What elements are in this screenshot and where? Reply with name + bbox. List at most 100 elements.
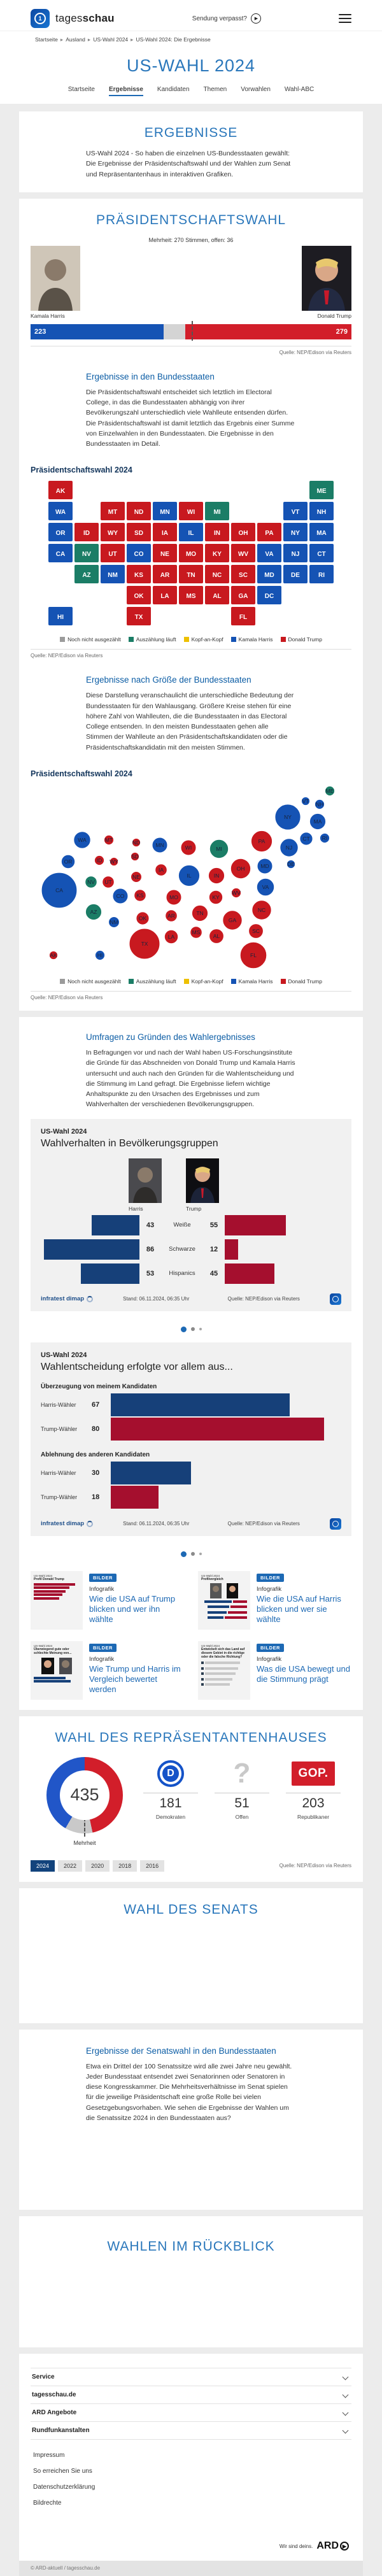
- bubble-VA[interactable]: [256, 878, 275, 897]
- state-tile-DE[interactable]: [283, 565, 308, 584]
- bubble-TX[interactable]: [129, 928, 160, 960]
- bubble-ND[interactable]: [131, 837, 141, 848]
- footer-accordion-tagesschau-de[interactable]: tagesschau.de: [31, 2386, 351, 2403]
- bubble-MI[interactable]: [209, 839, 229, 859]
- bubble-SC[interactable]: [248, 923, 264, 939]
- teaser-thumbnail[interactable]: US-Wahl 2024 Profil Donald Trump: [31, 1570, 83, 1630]
- breadcrumb-item[interactable]: Startseite: [35, 36, 58, 43]
- state-tile-MT[interactable]: [101, 502, 125, 521]
- state-tile-AR[interactable]: [153, 565, 177, 584]
- bubble-MS[interactable]: [190, 926, 202, 939]
- sendung-verpasst-link[interactable]: Sendung verpasst? ▶: [192, 13, 261, 24]
- state-tile-ME[interactable]: [309, 481, 334, 500]
- bubble-AZ[interactable]: [85, 903, 103, 921]
- teaser-item[interactable]: US-Wahl 2024 Profil Donald Trump BILDER Inf…: [31, 1570, 184, 1630]
- state-tile-NH[interactable]: [309, 502, 334, 521]
- umfragen-heading[interactable]: Umfragen zu Gründen des Wahlergebnisses: [86, 1032, 255, 1042]
- footer-link-bildrechte[interactable]: Bildrechte: [33, 2500, 62, 2507]
- teaser-title[interactable]: Was die USA bewegt und die Stimmung präg…: [257, 1663, 350, 1684]
- bubble-VT[interactable]: [301, 796, 311, 806]
- bubble-NV[interactable]: [85, 876, 97, 888]
- bubble-OK[interactable]: [136, 911, 150, 925]
- state-tile-WA[interactable]: [48, 502, 73, 521]
- tab-vorwahlen[interactable]: Vorwahlen: [241, 86, 271, 93]
- state-tile-LA[interactable]: [153, 586, 177, 605]
- bubble-ID[interactable]: [94, 855, 105, 866]
- state-tile-NC[interactable]: [205, 565, 229, 584]
- state-tile-FL[interactable]: [231, 607, 255, 626]
- teaser-thumbnail[interactable]: US-Wahl 2024 Entwickelt sich das Land auf…: [198, 1640, 250, 1700]
- state-tile-WY[interactable]: [101, 523, 125, 542]
- state-tile-KS[interactable]: [127, 565, 151, 584]
- bubble-CO[interactable]: [112, 888, 129, 904]
- bubble-NE[interactable]: [131, 871, 142, 883]
- year-button-2016[interactable]: 2016: [140, 1860, 165, 1872]
- state-tile-OK[interactable]: [127, 586, 151, 605]
- teaser-title[interactable]: Wie Trump und Harris im Vergleich bewert…: [89, 1663, 181, 1695]
- footer-accordion-service[interactable]: Service: [31, 2368, 351, 2386]
- electoral-college-bubble-map[interactable]: CA TX FL NY IL PA OH GA NC MI NJ VA WA AZ IN TN MA CO MN MO…: [35, 782, 347, 973]
- tab-ergebnisse[interactable]: Ergebnisse: [109, 86, 143, 96]
- infografik-wahlentscheidung[interactable]: US-Wahl 2024 Wahlentscheidung erfolgte v…: [31, 1342, 351, 1536]
- bubble-LA[interactable]: [164, 929, 179, 944]
- dot-2[interactable]: [190, 1552, 195, 1556]
- play-icon[interactable]: ▶: [250, 13, 261, 24]
- footer-link-datenschutzerkl-rung[interactable]: Datenschutzerklärung: [33, 2484, 96, 2491]
- bubble-WA[interactable]: [73, 831, 91, 849]
- teaser-item[interactable]: US-Wahl 2024 Entwickelt sich das Land auf…: [198, 1640, 351, 1700]
- state-tile-MN[interactable]: [153, 502, 177, 521]
- teaser-thumbnail[interactable]: US-Wahl 2024 Profilvergleich: [198, 1570, 250, 1630]
- state-tile-NM[interactable]: [101, 565, 125, 584]
- bubble-SD[interactable]: [130, 851, 140, 862]
- bubble-OH[interactable]: [230, 858, 251, 879]
- teaser-title[interactable]: Wie die USA auf Harris blicken und wer s…: [257, 1593, 341, 1625]
- year-button-2024[interactable]: 2024: [31, 1860, 55, 1872]
- dot-3[interactable]: [199, 1553, 202, 1556]
- tab-startseite[interactable]: Startseite: [67, 86, 95, 93]
- state-tile-SC[interactable]: [231, 565, 255, 584]
- carousel-dots[interactable]: [31, 1320, 351, 1334]
- state-tile-WV[interactable]: [231, 544, 255, 563]
- footer-accordion-ard-angebote[interactable]: ARD Angebote: [31, 2403, 351, 2421]
- bubble-OR[interactable]: [60, 854, 76, 869]
- state-tile-IL[interactable]: [179, 523, 203, 542]
- state-tile-PA[interactable]: [257, 523, 281, 542]
- bubble-MN[interactable]: [152, 837, 168, 853]
- breadcrumb-item[interactable]: US-Wahl 2024: Die Ergebnisse: [136, 36, 211, 43]
- state-tile-DC[interactable]: [257, 586, 281, 605]
- dot-2[interactable]: [190, 1327, 195, 1332]
- bubble-WV[interactable]: [230, 887, 242, 899]
- bubble-CT[interactable]: [299, 832, 313, 846]
- footer-link-impressum[interactable]: Impressum: [33, 2452, 65, 2459]
- state-tile-IN[interactable]: [205, 523, 229, 542]
- state-tile-NV[interactable]: [74, 544, 99, 563]
- state-tile-NJ[interactable]: [283, 544, 308, 563]
- bubble-HI[interactable]: [94, 950, 106, 961]
- year-button-2022[interactable]: 2022: [58, 1860, 83, 1872]
- tagesschau-logo-text[interactable]: tagesschau: [55, 12, 115, 24]
- state-tile-TN[interactable]: [179, 565, 203, 584]
- state-tile-CO[interactable]: [127, 544, 151, 563]
- year-button-2018[interactable]: 2018: [113, 1860, 138, 1872]
- dot-active[interactable]: [180, 1326, 187, 1332]
- state-tile-NE[interactable]: [153, 544, 177, 563]
- state-tile-HI[interactable]: [48, 607, 73, 626]
- state-tile-CA[interactable]: [48, 544, 73, 563]
- tab-wahl-abc[interactable]: Wahl-ABC: [284, 86, 315, 93]
- teaser-item[interactable]: US-Wahl 2024 Profilvergleich BILDER Infogra…: [198, 1570, 351, 1630]
- carousel-dots[interactable]: [31, 1545, 351, 1558]
- year-button-2020[interactable]: 2020: [85, 1860, 110, 1872]
- state-tile-VA[interactable]: [257, 544, 281, 563]
- infografik-wahlverhalten[interactable]: US-Wahl 2024 Wahlverhalten in Bevölkerun…: [31, 1118, 351, 1311]
- bubble-ME[interactable]: [324, 785, 336, 797]
- bubble-KY[interactable]: [208, 890, 223, 905]
- bubble-NC[interactable]: [251, 900, 272, 920]
- state-tile-WI[interactable]: [179, 502, 203, 521]
- bubble-KS[interactable]: [134, 889, 146, 902]
- teaser-thumbnail[interactable]: US-Wahl 2024 Überwiegend gute oder schlec…: [31, 1640, 83, 1700]
- states-heading[interactable]: Ergebnisse in den Bundesstaaten: [86, 371, 215, 381]
- state-tile-RI[interactable]: [309, 565, 334, 584]
- state-tile-MS[interactable]: [179, 586, 203, 605]
- dot-3[interactable]: [199, 1328, 202, 1331]
- bubble-GA[interactable]: [222, 910, 243, 930]
